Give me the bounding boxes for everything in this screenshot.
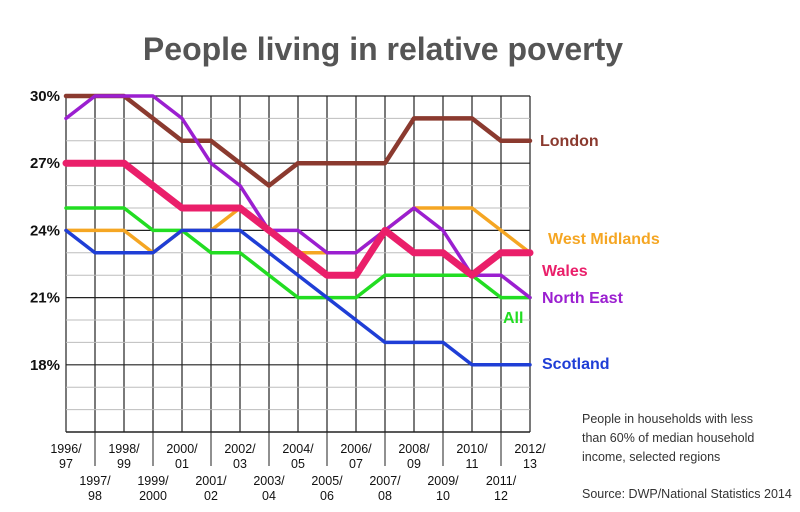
series-label-wales: Wales bbox=[542, 263, 588, 280]
source-note: Source: DWP/National Statistics 2014 bbox=[582, 487, 792, 501]
y-tick-label: 30% bbox=[30, 88, 60, 105]
series-labels: London West Midlands All Scotland North East… bbox=[503, 133, 660, 373]
x-tick-label: 2010/11 bbox=[456, 442, 488, 471]
x-tick-label: 2004/05 bbox=[282, 442, 314, 471]
note-line: than 60% of median household bbox=[582, 431, 754, 445]
x-tick-label: 2012/13 bbox=[514, 442, 546, 471]
x-tick-label: 2011/12 bbox=[486, 474, 517, 503]
x-tick-label: 2008/09 bbox=[398, 442, 430, 471]
y-tick-label: 24% bbox=[30, 222, 60, 239]
series-line-london bbox=[63, 93, 533, 188]
x-tick-label: 2002/03 bbox=[224, 442, 256, 471]
x-tick-label: 1997/98 bbox=[79, 474, 111, 503]
chart-note: People in households with less than 60% o… bbox=[582, 412, 754, 464]
series-line-all bbox=[64, 206, 532, 300]
x-tick-label: 2000/01 bbox=[166, 442, 198, 471]
y-axis-ticks: 18% 21% 24% 27% 30% bbox=[30, 88, 60, 374]
series-label-west-midlands: West Midlands bbox=[548, 231, 660, 248]
series-label-london: London bbox=[540, 133, 599, 150]
series-label-north-east: North East bbox=[542, 290, 624, 307]
series-line-north-east bbox=[64, 94, 532, 300]
x-axis-ticks: 1996/97 1997/98 1998/99 1999/2000 2000/01 200… bbox=[50, 432, 546, 503]
note-line: People in households with less bbox=[582, 412, 753, 426]
series-lines bbox=[62, 93, 534, 367]
note-line: income, selected regions bbox=[582, 450, 720, 464]
x-tick-label: 1999/2000 bbox=[137, 474, 169, 503]
series-label-scotland: Scotland bbox=[542, 356, 610, 373]
x-tick-label: 2005/06 bbox=[311, 474, 343, 503]
x-tick-label: 2001/02 bbox=[195, 474, 227, 503]
x-tick-label: 1996/97 bbox=[50, 442, 82, 471]
x-tick-label: 1998/99 bbox=[108, 442, 140, 471]
series-label-all: All bbox=[503, 310, 523, 327]
x-tick-label: 2006/07 bbox=[340, 442, 372, 471]
y-tick-label: 27% bbox=[30, 155, 60, 172]
x-tick-label: 2003/04 bbox=[253, 474, 285, 503]
y-tick-label: 21% bbox=[30, 290, 60, 307]
y-tick-label: 18% bbox=[30, 357, 60, 374]
chart-title: People living in relative poverty bbox=[143, 31, 623, 67]
series-line-scotland bbox=[64, 228, 532, 367]
x-tick-label: 2009/10 bbox=[427, 474, 459, 503]
series-line-wales bbox=[62, 159, 534, 279]
x-tick-label: 2007/08 bbox=[369, 474, 401, 503]
